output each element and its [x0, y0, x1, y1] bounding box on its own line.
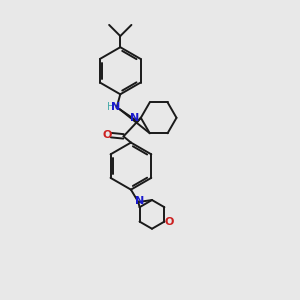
Text: N: N: [135, 196, 144, 206]
Text: N: N: [130, 113, 140, 123]
Text: N: N: [111, 102, 121, 112]
Text: H: H: [107, 102, 115, 112]
Text: O: O: [103, 130, 112, 140]
Text: O: O: [164, 217, 174, 226]
